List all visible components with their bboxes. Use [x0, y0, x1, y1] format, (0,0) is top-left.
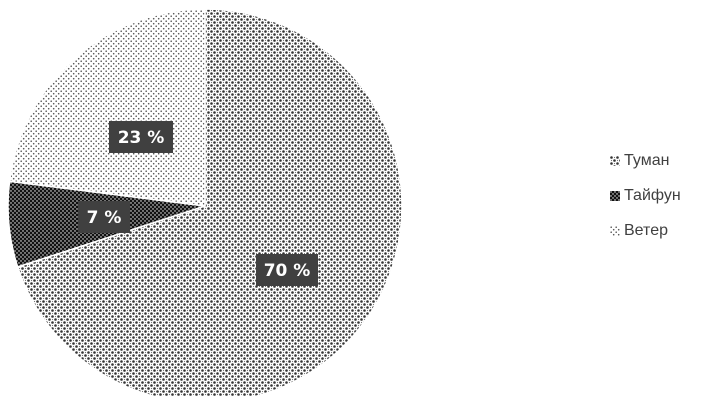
legend: Туман Тайфун Ветер — [610, 150, 681, 255]
data-label-text: 70 % — [264, 261, 311, 281]
data-label-2: 7 % — [78, 201, 130, 233]
legend-label: Ветер — [624, 222, 668, 239]
legend-item: Ветер — [610, 220, 681, 242]
legend-label: Туман — [624, 152, 670, 169]
data-label-3: 23 % — [109, 121, 173, 153]
legend-swatch-icon — [610, 226, 620, 236]
legend-label: Тайфун — [624, 187, 681, 204]
data-label-box — [78, 201, 130, 233]
legend-item: Туман — [610, 150, 681, 172]
data-label-box — [256, 254, 318, 286]
data-label-text: 23 % — [118, 128, 165, 148]
data-label-text: 7 % — [87, 208, 122, 228]
pie-slice-1 — [16, 8, 403, 396]
legend-swatch-icon — [610, 191, 620, 201]
data-label-box — [109, 121, 173, 153]
data-label-1: 70 % — [256, 254, 318, 286]
pie-slice-3 — [8, 8, 206, 207]
legend-item: Тайфун — [610, 185, 681, 207]
legend-swatch-icon — [610, 156, 620, 166]
